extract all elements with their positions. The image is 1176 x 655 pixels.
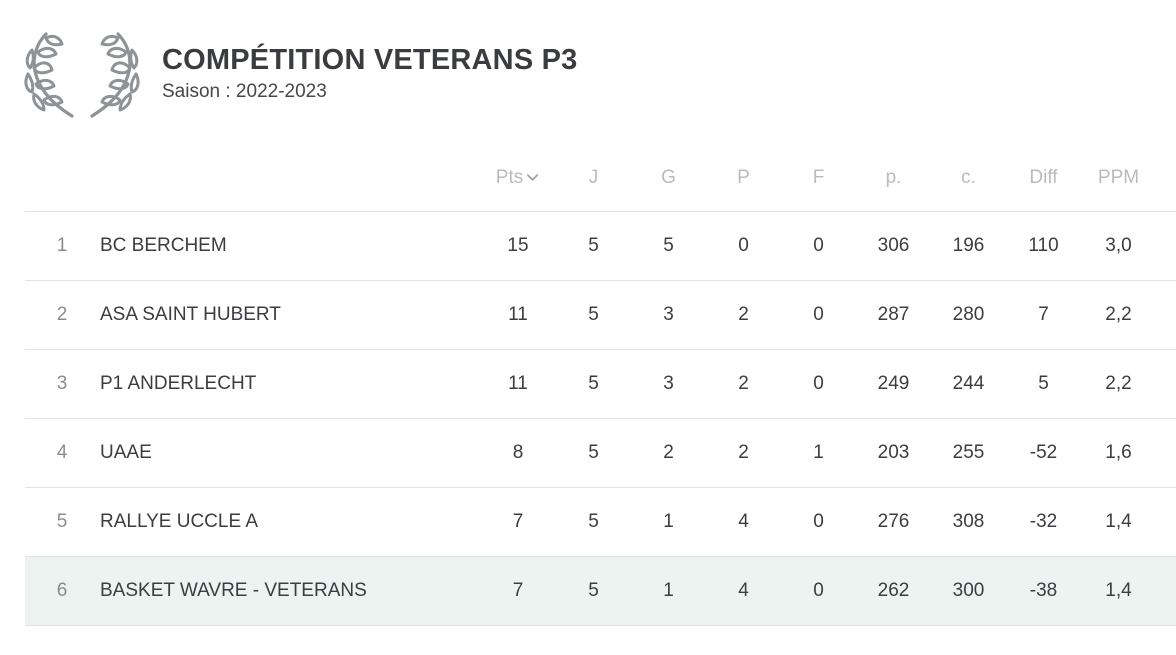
- points-scored-cell: 203: [877, 442, 910, 463]
- laurel-wreath-icon: [24, 32, 140, 118]
- team-name-cell[interactable]: RALLYE UCCLE A: [100, 511, 259, 532]
- ppm-cell: 1,4: [1105, 511, 1132, 532]
- p-cell: 2: [738, 442, 749, 463]
- f-cell: 0: [813, 235, 824, 256]
- diff-cell: -32: [1029, 511, 1058, 532]
- rank-cell: 5: [56, 511, 68, 532]
- table-row-highlighted[interactable]: 6 BASKET WAVRE - VETERANS 7 5 1 4 0 262 …: [25, 557, 1176, 626]
- points-conceded-cell: 300: [952, 580, 985, 601]
- g-cell: 3: [663, 373, 674, 394]
- table-header-row: Pts J G P F p. c. Diff PPM: [25, 150, 1176, 212]
- column-header-pts[interactable]: Pts: [480, 150, 556, 206]
- p-cell: 4: [738, 580, 749, 601]
- points-conceded-cell: 308: [952, 511, 985, 532]
- points-scored-cell: 249: [877, 373, 910, 394]
- diff-cell: 7: [1038, 304, 1049, 325]
- points-conceded-cell: 280: [952, 304, 985, 325]
- team-name-cell[interactable]: BASKET WAVRE - VETERANS: [100, 580, 367, 601]
- rank-cell: 6: [56, 580, 68, 601]
- column-header-diff[interactable]: Diff: [1029, 167, 1058, 188]
- g-cell: 5: [663, 235, 674, 256]
- diff-cell: 110: [1028, 235, 1059, 256]
- ppm-cell: 1,6: [1105, 442, 1132, 463]
- ppm-cell: 1,4: [1105, 580, 1132, 601]
- table-row[interactable]: 1 BC BERCHEM 15 5 5 0 0 306 196 110 3,0: [25, 212, 1176, 281]
- table-row[interactable]: 2 ASA SAINT HUBERT 11 5 3 2 0 287 280 7 …: [25, 281, 1176, 350]
- team-name-cell[interactable]: ASA SAINT HUBERT: [100, 304, 281, 325]
- diff-cell: -38: [1029, 580, 1058, 601]
- column-header-pts-label: Pts: [495, 167, 524, 188]
- season-label: Saison : 2022-2023: [162, 81, 327, 102]
- column-header-p[interactable]: P: [737, 167, 750, 188]
- points-scored-cell: 287: [877, 304, 910, 325]
- competition-header: COMPÉTITION VETERANS P3 Saison : 2022-20…: [24, 30, 1124, 120]
- pts-cell: 11: [508, 304, 528, 325]
- team-name-cell[interactable]: UAAE: [100, 442, 152, 463]
- p-cell: 2: [738, 304, 749, 325]
- ppm-cell: 2,2: [1105, 373, 1132, 394]
- diff-cell: 5: [1038, 373, 1049, 394]
- j-cell: 5: [588, 235, 599, 256]
- points-conceded-cell: 255: [952, 442, 985, 463]
- team-name-cell[interactable]: P1 ANDERLECHT: [100, 373, 257, 394]
- team-name-cell[interactable]: BC BERCHEM: [100, 235, 227, 256]
- competition-title: COMPÉTITION VETERANS P3: [162, 44, 578, 76]
- pts-cell: 8: [512, 442, 524, 463]
- pts-cell: 15: [507, 235, 529, 256]
- rank-cell: 1: [56, 235, 68, 256]
- rank-cell: 4: [56, 442, 68, 463]
- ppm-cell: 3,0: [1105, 235, 1132, 256]
- rank-cell: 3: [56, 373, 68, 394]
- j-cell: 5: [588, 580, 599, 601]
- f-cell: 0: [813, 511, 824, 532]
- pts-cell: 7: [512, 511, 524, 532]
- p-cell: 4: [738, 511, 749, 532]
- table-row[interactable]: 4 UAAE 8 5 2 2 1 203 255 -52 1,6: [25, 419, 1176, 488]
- j-cell: 5: [588, 373, 599, 394]
- pts-cell: 11: [508, 373, 528, 394]
- j-cell: 5: [588, 442, 599, 463]
- column-header-j[interactable]: J: [588, 167, 599, 188]
- rank-cell: 2: [56, 304, 68, 325]
- column-header-g[interactable]: G: [661, 167, 676, 188]
- column-header-ppm[interactable]: PPM: [1097, 167, 1140, 188]
- f-cell: 0: [813, 580, 824, 601]
- table-row[interactable]: 5 RALLYE UCCLE A 7 5 1 4 0 276 308 -32 1…: [25, 488, 1176, 557]
- points-conceded-cell: 196: [952, 235, 985, 256]
- standings-table: Pts J G P F p. c. Diff PPM 1 BC BERCHEM …: [25, 150, 1176, 626]
- ppm-cell: 2,2: [1105, 304, 1132, 325]
- j-cell: 5: [588, 304, 599, 325]
- column-header-points-conceded[interactable]: c.: [961, 167, 976, 188]
- g-cell: 1: [663, 580, 674, 601]
- pts-cell: 7: [512, 580, 524, 601]
- p-cell: 2: [738, 373, 749, 394]
- g-cell: 1: [663, 511, 674, 532]
- points-scored-cell: 306: [877, 235, 910, 256]
- points-scored-cell: 262: [877, 580, 910, 601]
- f-cell: 0: [813, 373, 824, 394]
- f-cell: 1: [813, 442, 824, 463]
- chevron-down-icon: [527, 173, 539, 181]
- f-cell: 0: [813, 304, 824, 325]
- points-scored-cell: 276: [877, 511, 910, 532]
- points-conceded-cell: 244: [952, 373, 985, 394]
- g-cell: 3: [663, 304, 674, 325]
- j-cell: 5: [588, 511, 599, 532]
- p-cell: 0: [738, 235, 749, 256]
- table-row[interactable]: 3 P1 ANDERLECHT 11 5 3 2 0 249 244 5 2,2: [25, 350, 1176, 419]
- column-header-f[interactable]: F: [812, 167, 825, 188]
- diff-cell: -52: [1029, 442, 1058, 463]
- column-header-points-scored[interactable]: p.: [885, 167, 902, 188]
- g-cell: 2: [663, 442, 674, 463]
